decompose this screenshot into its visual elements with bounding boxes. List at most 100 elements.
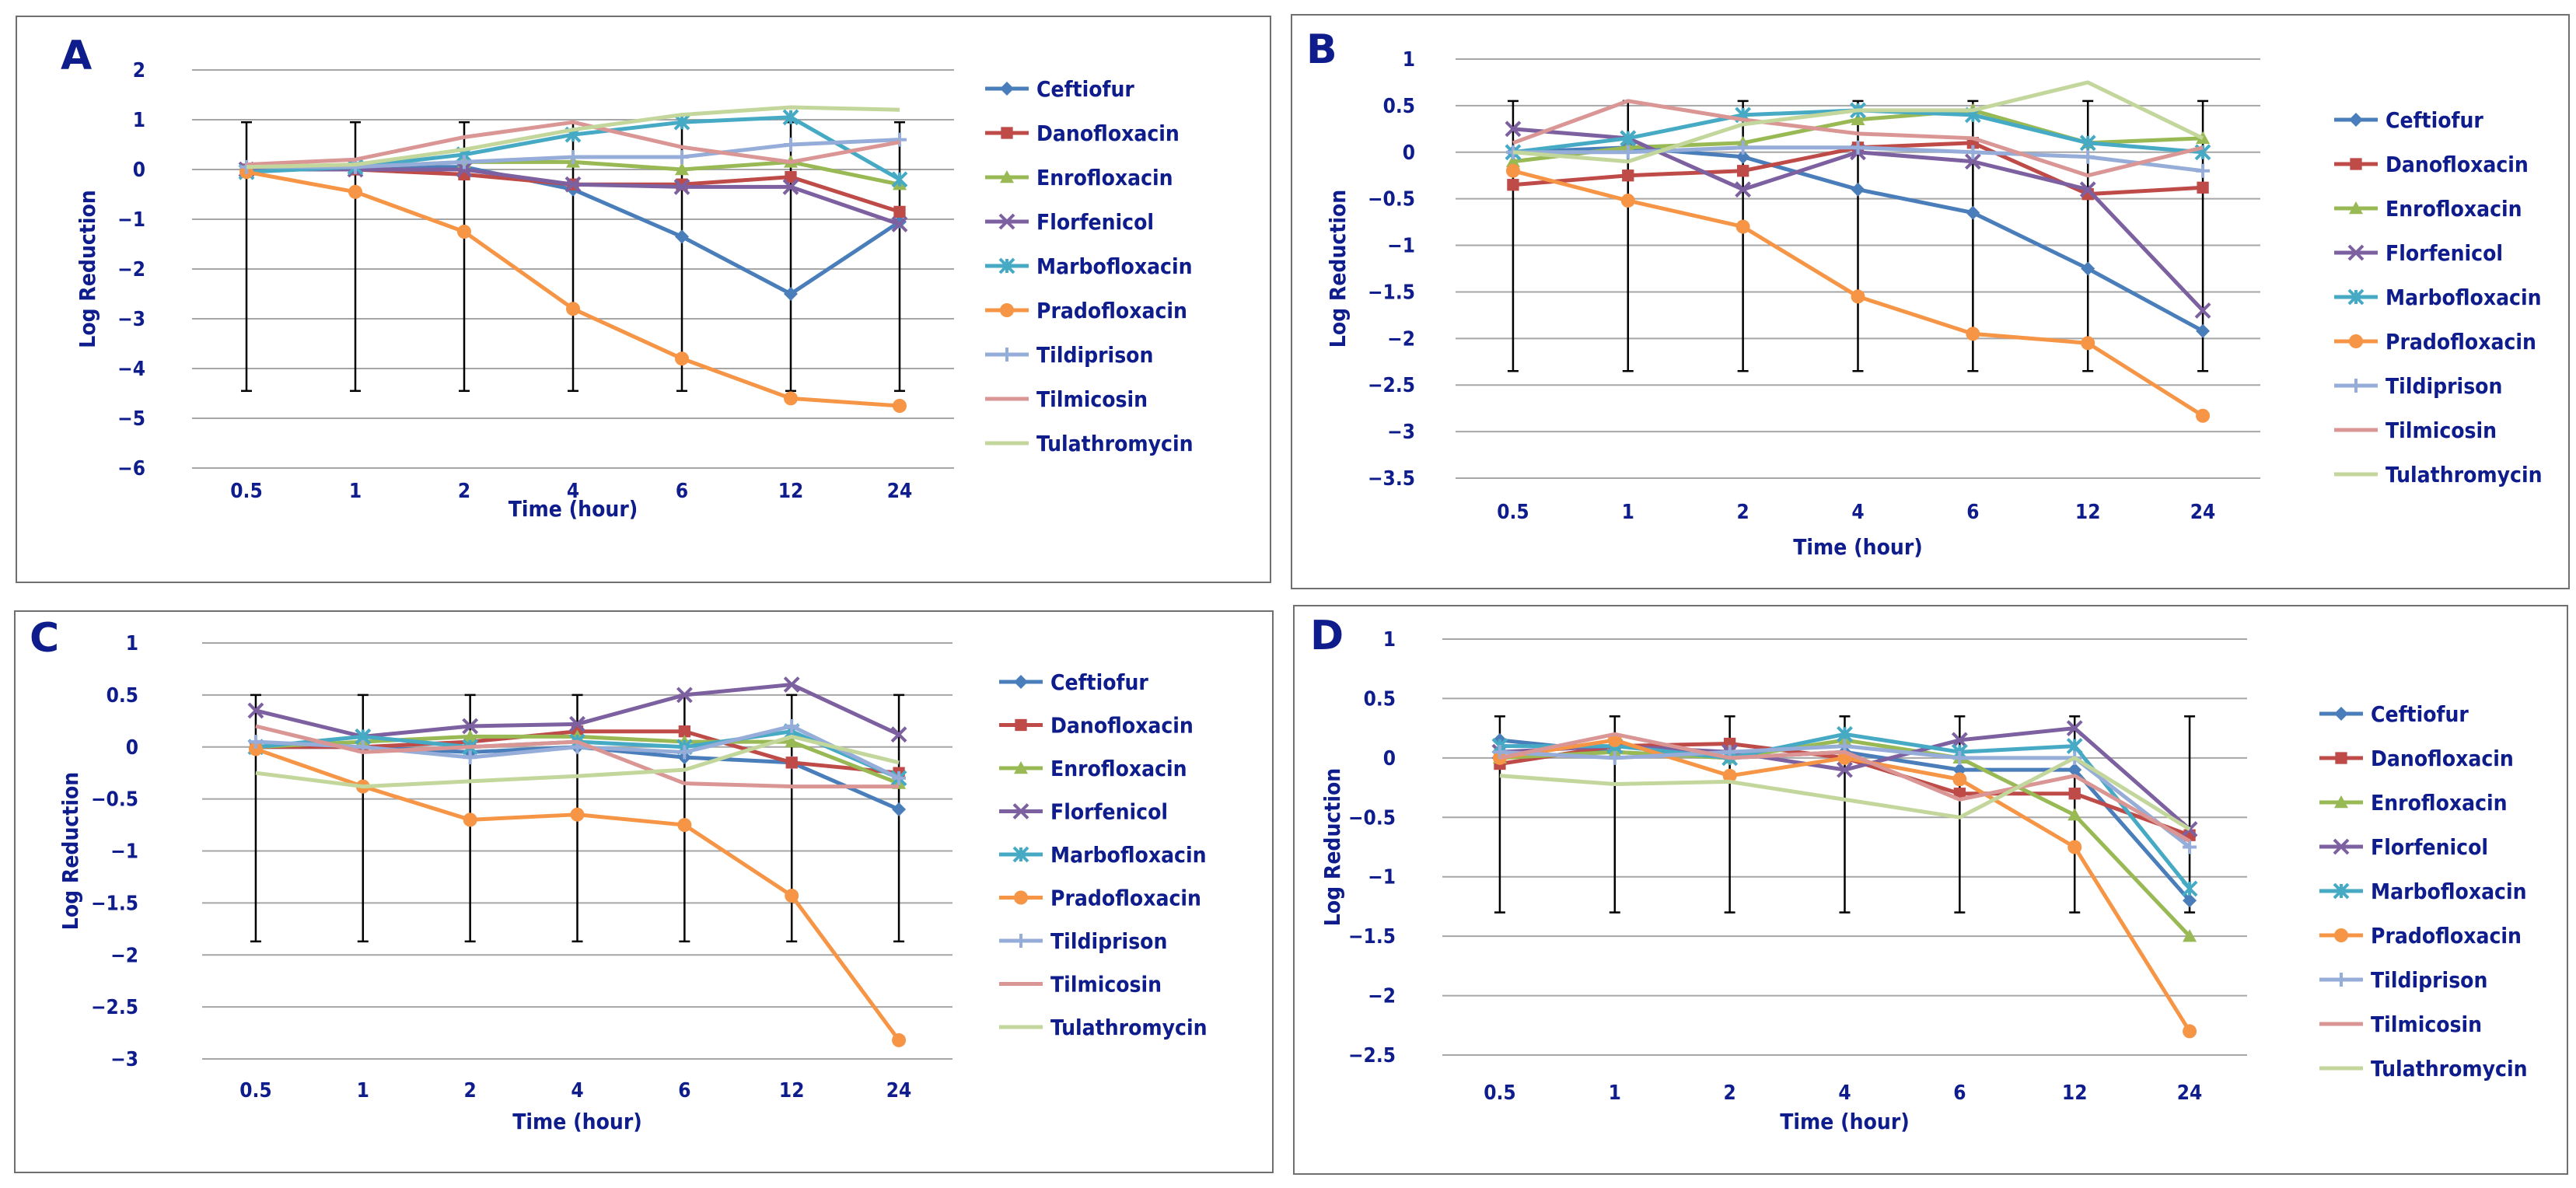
- data-point: [456, 161, 473, 178]
- data-point: [2081, 336, 2095, 351]
- data-point: [784, 138, 798, 152]
- x-axis-title: Time (hour): [512, 1109, 642, 1134]
- y-tick-label: 2: [133, 59, 145, 82]
- data-point: [463, 812, 477, 827]
- y-tick-label: −3.5: [1368, 467, 1415, 491]
- legend-marker: [2347, 288, 2365, 306]
- data-point: [2068, 788, 2081, 800]
- panel-label: A: [61, 33, 93, 79]
- legend-item: Tulathromycin: [2334, 462, 2543, 487]
- data-point: [1952, 772, 1967, 787]
- data-point: [570, 807, 585, 822]
- data-point: [785, 889, 799, 903]
- legend-item: Tildiprison: [2334, 373, 2502, 399]
- y-tick-label: 1: [1383, 628, 1396, 652]
- data-point: [462, 718, 479, 735]
- data-point: [785, 756, 798, 769]
- panel-label: D: [1310, 613, 1344, 659]
- data-point: [676, 687, 693, 704]
- x-tick-label: 1: [1609, 1081, 1621, 1105]
- legend-label: Enrofloxacin: [2386, 196, 2522, 222]
- data-point: [785, 170, 797, 183]
- data-point: [893, 215, 907, 229]
- legend-item: Pradofloxacin: [2319, 923, 2522, 949]
- series-line: [1512, 80, 2204, 164]
- data-point: [1622, 169, 1634, 182]
- data-point: [1507, 179, 1519, 191]
- y-tick-label: −0.5: [1368, 188, 1415, 211]
- legend-label: Tildiprison: [2386, 373, 2502, 399]
- series-tildiprison: [1505, 140, 2211, 178]
- x-tick-label: 24: [887, 480, 913, 503]
- legend-label: Enrofloxacin: [1050, 756, 1187, 781]
- y-tick-label: −0.5: [1348, 806, 1396, 830]
- legend-marker: [1000, 82, 1014, 96]
- y-tick-label: 0: [1403, 142, 1415, 165]
- chart-panel-d: D −2.5 −2 −1.5 −1 −0.5 0 0.5 1 0.5 1 2 4 6 12 24 Time (…: [1293, 605, 2568, 1175]
- series-pradofloxacin: [239, 165, 907, 413]
- legend-item: Ceftiofur: [985, 76, 1134, 102]
- chart-svg: −3.5−3−2.5−2−1.5−1−0.500.510.5 1 2 4 6 12 24Ti…: [1325, 48, 2543, 560]
- y-axis-title: Log Reduction: [1319, 768, 1345, 926]
- legend-item: Tilmicosin: [985, 386, 1148, 412]
- legend-item: Tildiprison: [999, 928, 1167, 954]
- x-tick-label: 2: [1724, 1081, 1736, 1105]
- y-tick-label: −2.5: [91, 996, 138, 1019]
- y-tick-label: −1.5: [91, 892, 138, 915]
- legend-label: Danofloxacin: [1036, 121, 1180, 146]
- data-point: [1966, 327, 1980, 341]
- data-point: [1951, 732, 1968, 749]
- legend-label: Florfenicol: [2386, 240, 2503, 266]
- data-point: [1966, 205, 1980, 220]
- panel-label: C: [30, 615, 60, 662]
- data-point: [1851, 182, 1865, 197]
- legend-item: Tulathromycin: [985, 431, 1194, 456]
- x-tick-label: 4: [1851, 501, 1864, 524]
- series-tulathromycin: [1512, 80, 2204, 164]
- data-point: [2183, 929, 2197, 942]
- y-tick-label: −1: [1387, 235, 1415, 258]
- data-point: [675, 150, 689, 164]
- x-tick-label: 12: [2075, 501, 2101, 524]
- x-tick-label: 24: [886, 1079, 912, 1102]
- legend-item: Marbofloxacin: [2319, 879, 2527, 904]
- data-point: [1735, 149, 1750, 164]
- legend-label: Danofloxacin: [2386, 152, 2529, 177]
- data-point: [2196, 408, 2211, 423]
- y-tick-label: −2: [110, 944, 138, 967]
- data-point: [569, 715, 585, 732]
- legend-item: Florfenicol: [2319, 834, 2488, 860]
- legend-label: Marbofloxacin: [2371, 879, 2527, 904]
- legend-label: Pradofloxacin: [2371, 923, 2522, 949]
- y-tick-label: −3: [1387, 421, 1415, 444]
- chart-panel-c: C −3 −2.5 −2 −1.5 −1 −0.5 0 0.5 1 0.5 1 2 4 6 12 24 Time…: [14, 610, 1274, 1173]
- data-point: [891, 171, 908, 188]
- legend-item: Tulathromycin: [2319, 1056, 2528, 1081]
- data-point: [678, 725, 691, 738]
- data-point: [2079, 135, 2096, 152]
- x-tick-label: 24: [2177, 1081, 2203, 1105]
- data-point: [1620, 145, 1635, 159]
- data-point: [891, 215, 908, 232]
- x-tick-label: 24: [2190, 501, 2216, 524]
- legend-item: Marbofloxacin: [999, 842, 1207, 868]
- y-axis-title: Log Reduction: [1325, 190, 1351, 348]
- data-point: [1722, 768, 1737, 783]
- legend-marker: [998, 213, 1015, 230]
- x-tick-label: 4: [567, 480, 579, 503]
- y-tick-label: −4: [117, 358, 145, 381]
- legend-item: Danofloxacin: [985, 121, 1180, 146]
- series-tilmicosin: [1499, 732, 2191, 844]
- data-point: [2067, 808, 2082, 821]
- legend-item: Ceftiofur: [2334, 107, 2483, 133]
- legend-label: Ceftiofur: [2371, 701, 2469, 727]
- x-tick-label: 6: [678, 1079, 690, 1102]
- x-tick-label: 0.5: [1484, 1081, 1515, 1105]
- legend-item: Enrofloxacin: [2334, 196, 2522, 222]
- series-tilmicosin: [246, 120, 900, 167]
- legend-marker: [1014, 761, 1028, 774]
- data-point: [564, 176, 582, 193]
- legend-marker: [2334, 795, 2348, 809]
- legend-marker: [2333, 882, 2350, 900]
- x-tick-label: 1: [1622, 501, 1634, 524]
